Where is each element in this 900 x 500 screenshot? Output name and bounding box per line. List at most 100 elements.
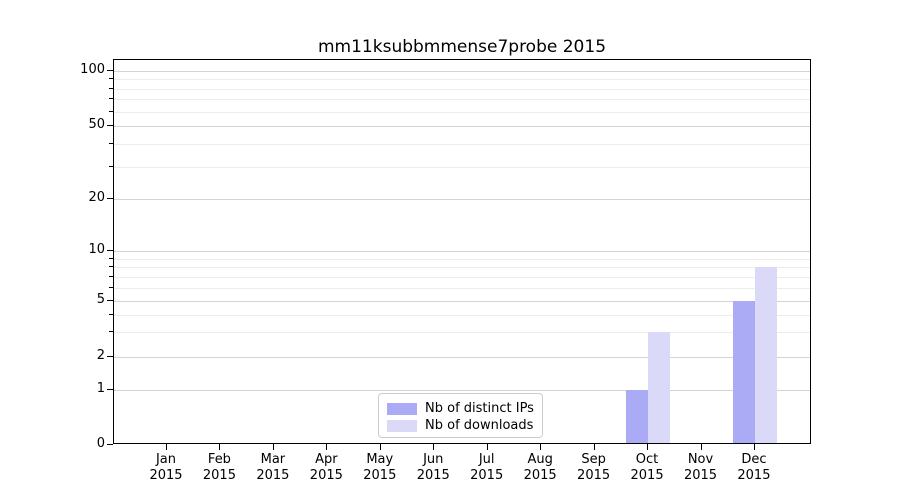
x-tick-month: Apr xyxy=(315,452,338,467)
y-minor-tick-mark xyxy=(109,313,113,315)
x-tick-month: Mar xyxy=(260,452,286,467)
bar-distinct-ips xyxy=(626,390,649,443)
x-tick-mark xyxy=(540,444,542,450)
x-tick-mark xyxy=(379,444,381,450)
minor-gridline xyxy=(114,267,810,269)
x-tick-month: Oct xyxy=(635,452,659,467)
major-gridline xyxy=(114,126,810,127)
legend-row: Nb of downloads xyxy=(387,417,534,434)
y-minor-tick-mark xyxy=(109,87,113,89)
minor-gridline xyxy=(114,79,810,81)
bar-distinct-ips xyxy=(732,301,755,443)
y-minor-tick-mark xyxy=(109,98,113,100)
x-tick-mark xyxy=(700,444,702,450)
x-tick-mark xyxy=(593,444,595,450)
minor-gridline xyxy=(114,143,810,145)
y-tick-label: 100 xyxy=(80,62,105,77)
x-tick-label: Mar 2015 xyxy=(241,452,305,484)
y-tick-mark xyxy=(107,356,113,357)
x-tick-mark xyxy=(166,444,167,450)
x-tick-mark xyxy=(219,444,221,450)
legend: Nb of distinct IPs Nb of downloads xyxy=(378,393,543,438)
bar-downloads xyxy=(648,332,671,443)
x-tick-mark xyxy=(326,444,328,450)
x-tick-year: 2015 xyxy=(470,468,504,483)
y-tick-label: 2 xyxy=(96,348,105,363)
chart-title: mm11ksubbmmense7probe 2015 xyxy=(317,37,607,57)
x-tick-year: 2015 xyxy=(630,468,664,483)
x-tick-year: 2015 xyxy=(737,468,771,483)
x-tick-month: Jun xyxy=(423,452,444,467)
x-tick-label: Jun 2015 xyxy=(401,452,465,484)
x-tick-year: 2015 xyxy=(202,468,236,483)
y-minor-tick-mark xyxy=(109,286,113,288)
x-tick-label: Dec 2015 xyxy=(722,452,786,484)
y-tick-label: 5 xyxy=(96,292,105,307)
y-minor-tick-mark xyxy=(109,331,113,333)
x-tick-year: 2015 xyxy=(416,468,450,483)
x-tick-label: Nov 2015 xyxy=(669,452,733,484)
y-tick-label: 50 xyxy=(88,117,105,132)
y-tick-mark xyxy=(107,250,113,251)
y-tick-mark xyxy=(107,70,113,71)
y-tick-label: 10 xyxy=(88,242,105,257)
x-tick-year: 2015 xyxy=(577,468,611,483)
x-tick-month: Aug xyxy=(527,452,553,467)
x-tick-month: Sep xyxy=(581,452,606,467)
y-tick-mark xyxy=(107,198,113,199)
x-tick-label: Apr 2015 xyxy=(294,452,358,484)
legend-swatch-downloads xyxy=(387,419,417,432)
legend-label: Nb of distinct IPs xyxy=(425,401,534,416)
x-tick-year: 2015 xyxy=(363,468,397,483)
legend-row: Nb of distinct IPs xyxy=(387,400,534,417)
major-gridline xyxy=(114,251,810,252)
x-tick-month: Jul xyxy=(478,452,495,467)
y-minor-tick-mark xyxy=(109,275,113,277)
y-tick-label: 0 xyxy=(96,436,105,451)
minor-gridline xyxy=(114,258,810,260)
x-tick-mark xyxy=(272,444,274,450)
x-tick-mark xyxy=(647,444,649,450)
minor-gridline xyxy=(114,99,810,101)
y-minor-tick-mark xyxy=(109,78,113,80)
legend-swatch-distinct-ips xyxy=(387,402,417,415)
x-tick-month: Dec xyxy=(741,452,767,467)
minor-gridline xyxy=(114,287,810,289)
x-tick-label: Jan 2015 xyxy=(134,452,198,484)
x-tick-mark xyxy=(433,444,435,450)
major-gridline xyxy=(114,71,810,72)
x-tick-label: Jul 2015 xyxy=(455,452,519,484)
minor-gridline xyxy=(114,276,810,278)
y-tick-mark xyxy=(107,125,113,126)
x-tick-label: Aug 2015 xyxy=(508,452,572,484)
y-tick-mark xyxy=(107,389,113,390)
y-minor-tick-mark xyxy=(109,110,113,112)
x-tick-mark xyxy=(753,444,755,450)
x-tick-month: Nov xyxy=(687,452,714,467)
minor-gridline xyxy=(114,111,810,113)
x-tick-month: Jan xyxy=(155,452,177,467)
x-tick-label: Feb 2015 xyxy=(187,452,251,484)
major-gridline xyxy=(114,390,810,391)
plot-area xyxy=(113,59,811,444)
major-gridline xyxy=(114,357,810,358)
x-tick-label: Sep 2015 xyxy=(562,452,626,484)
y-tick-label: 20 xyxy=(88,190,105,205)
x-tick-year: 2015 xyxy=(309,468,343,483)
x-tick-label: Oct 2015 xyxy=(615,452,679,484)
x-tick-label: May 2015 xyxy=(348,452,412,484)
legend-label: Nb of downloads xyxy=(425,418,534,433)
major-gridline xyxy=(114,301,810,302)
y-minor-tick-mark xyxy=(109,142,113,144)
major-gridline xyxy=(114,199,810,200)
y-minor-tick-mark xyxy=(109,165,113,167)
y-tick-label: 1 xyxy=(96,381,105,396)
x-tick-mark xyxy=(486,444,488,450)
bar-downloads xyxy=(754,267,777,443)
y-minor-tick-mark xyxy=(109,257,113,259)
minor-gridline xyxy=(114,332,810,334)
x-tick-month: May xyxy=(366,452,394,467)
y-tick-mark xyxy=(107,444,113,445)
x-tick-year: 2015 xyxy=(149,468,183,483)
